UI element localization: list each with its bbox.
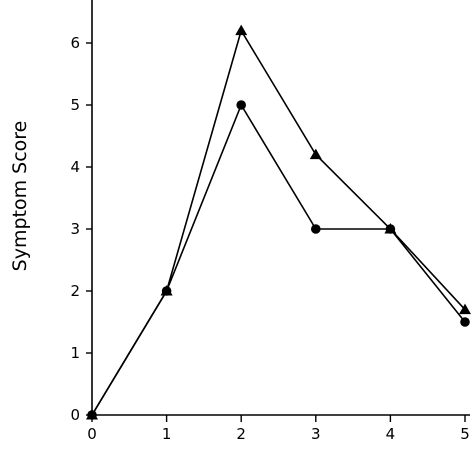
x-tick-label: 0: [87, 425, 97, 443]
series-2-circle-marker: [311, 224, 321, 234]
y-tick-label: 0: [70, 406, 80, 424]
series-1-triangle-marker: [309, 148, 322, 160]
series-2-circle-marker: [385, 224, 396, 234]
y-axis-title: Symptom Score: [9, 121, 31, 272]
y-tick-label: 1: [70, 344, 80, 362]
x-tick-label: 4: [386, 425, 396, 443]
y-tick-label: 3: [70, 220, 80, 238]
series-2-circle-marker: [460, 317, 470, 327]
series-1-triangle-marker: [459, 303, 471, 315]
x-tick-label: 5: [460, 425, 470, 443]
series-2-line: [91, 103, 466, 416]
series-layer: [86, 24, 471, 420]
series-1-triangle-marker: [235, 24, 248, 36]
series-2-circle-marker: [87, 410, 97, 420]
y-tick-label: 4: [70, 158, 80, 176]
x-tick-label: 2: [236, 425, 246, 443]
x-tick-label: 3: [311, 425, 321, 443]
series-2-circle-marker: [161, 286, 172, 296]
y-tick-label: 5: [70, 96, 80, 114]
series-2-circle-marker: [236, 100, 246, 110]
axes: 0 1 2 3 4 5 6 0 1 2 3 4 5: [70, 0, 470, 443]
y-tick-label: 2: [70, 282, 80, 300]
x-tick-label: 1: [162, 425, 172, 443]
y-tick-label: 6: [70, 34, 80, 52]
series-1-line: [91, 28, 466, 416]
